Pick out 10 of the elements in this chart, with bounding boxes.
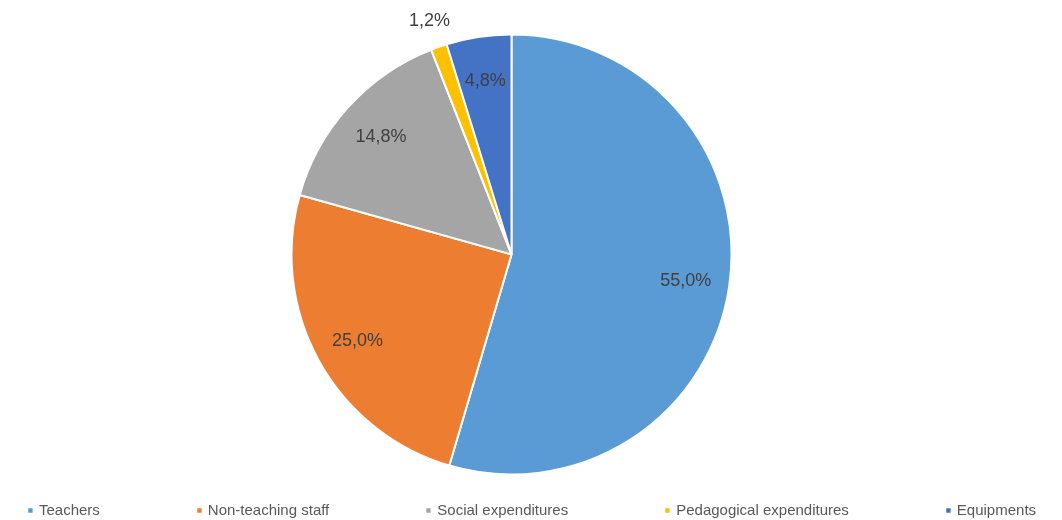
legend-label: Non-teaching staff: [207, 501, 330, 518]
data-label: 14,8%: [355, 126, 407, 147]
data-label: 25,0%: [331, 329, 383, 350]
legend-label: Social expenditures: [437, 501, 569, 518]
legend-label: Teachers: [38, 501, 100, 518]
legend-label: Pedagogical expenditures: [676, 501, 849, 518]
data-label: 55,0%: [660, 269, 712, 290]
data-label: 1,2%: [408, 9, 450, 30]
legend-label: Equipments: [956, 501, 1037, 518]
data-label: 4,8%: [464, 70, 506, 91]
